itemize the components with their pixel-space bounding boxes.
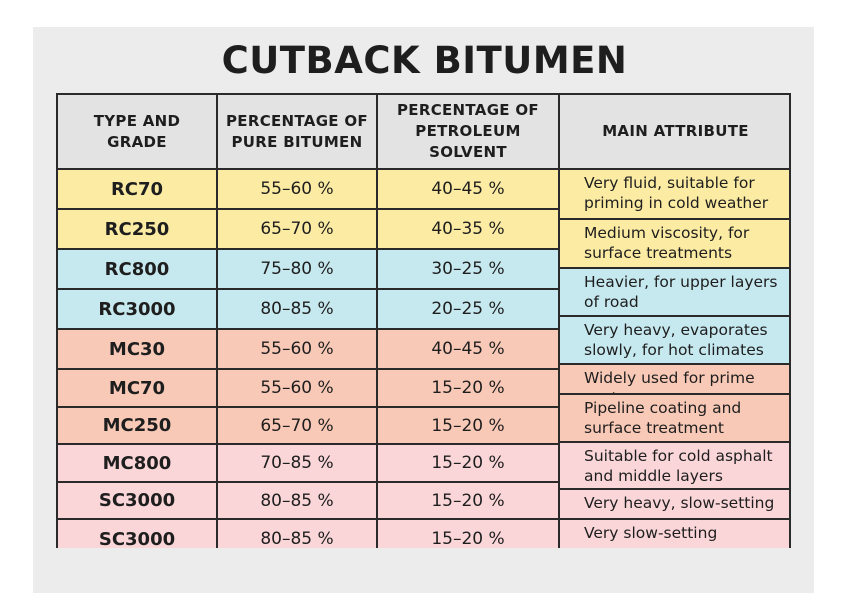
cell-pure-bitumen: 65–70 % — [260, 219, 334, 239]
cell-grade: SC3000 — [98, 528, 176, 549]
cell-grade: MC70 — [108, 377, 166, 399]
header-pure-bitumen: PERCENTAGE OF PURE BITUMEN — [226, 111, 368, 151]
table-row: MC70 55–60 % 15–20 % — [58, 370, 558, 408]
cell-pure-bitumen: 80–85 % — [260, 490, 334, 511]
header-petroleum-solvent: PERCENTAGE OF PETROLEUM SOLVENT — [397, 101, 539, 161]
table-row: RC3000 80–85 % 20–25 % — [58, 290, 558, 330]
cell-main-attribute: Very heavy, evaporates slowly, for hot c… — [560, 317, 789, 365]
column-divider — [376, 95, 378, 548]
cell-pure-bitumen: 65–70 % — [260, 415, 334, 436]
cell-grade: RC250 — [104, 218, 170, 240]
table-row: MC250 65–70 % 15–20 % — [58, 408, 558, 445]
cell-main-attribute: Heavier, for upper layers of road — [560, 269, 789, 317]
cell-grade: RC70 — [110, 178, 164, 200]
cell-main-attribute: Very heavy, slow-setting — [560, 490, 789, 520]
table-row: MC30 55–60 % 40–45 % — [58, 330, 558, 370]
table-row: RC70 55–60 % 40–45 % — [58, 170, 558, 210]
cell-main-attribute: Widely used for prime coat — [560, 365, 789, 395]
cell-grade: RC800 — [104, 258, 170, 280]
cell-pure-bitumen: 80–85 % — [260, 299, 334, 319]
table-row: RC250 65–70 % 40–35 % — [58, 210, 558, 250]
cell-petroleum-solvent: 40–45 % — [431, 179, 505, 199]
cell-pure-bitumen: 55–60 % — [260, 378, 334, 398]
table-row: SC3000 80–85 % 15–20 % — [58, 483, 558, 520]
table-row: MC800 70–85 % 15–20 % — [58, 445, 558, 483]
cell-main-attribute: Very slow-setting — [560, 520, 789, 548]
cell-grade: MC250 — [102, 415, 172, 436]
cell-main-attribute: Suitable for cold asphalt and middle lay… — [560, 443, 789, 490]
table-row: SC3000 80–85 % 15–20 % — [58, 520, 558, 548]
cell-pure-bitumen: 55–60 % — [260, 339, 334, 359]
table-header: TYPE AND GRADE PERCENTAGE OF PURE BITUME… — [58, 95, 789, 170]
cell-main-attribute: Medium viscosity, for surface treatments — [560, 220, 789, 269]
cell-pure-bitumen: 75–80 % — [260, 259, 334, 279]
cell-petroleum-solvent: 20–25 % — [431, 299, 505, 319]
cell-petroleum-solvent: 15–20 % — [431, 378, 505, 398]
header-type-and-grade: TYPE AND GRADE — [93, 111, 181, 151]
cell-grade: MC30 — [108, 338, 166, 360]
column-divider — [216, 95, 218, 548]
cell-petroleum-solvent: 30–25 % — [431, 259, 505, 279]
cell-petroleum-solvent: 15–20 % — [431, 529, 505, 548]
cell-petroleum-solvent: 15–20 % — [431, 415, 505, 436]
cell-grade: MC800 — [102, 452, 172, 474]
cell-main-attribute: Very fluid, suitable for priming in cold… — [560, 170, 789, 220]
cell-petroleum-solvent: 15–20 % — [431, 490, 505, 511]
table-row: RC800 75–80 % 30–25 % — [58, 250, 558, 290]
cell-pure-bitumen: 70–85 % — [260, 453, 334, 473]
cell-main-attribute: Pipeline coating and surface treatment — [560, 395, 789, 443]
cell-pure-bitumen: 80–85 % — [260, 529, 334, 548]
bitumen-table: TYPE AND GRADE PERCENTAGE OF PURE BITUME… — [56, 93, 791, 548]
cell-petroleum-solvent: 15–20 % — [431, 453, 505, 473]
cell-petroleum-solvent: 40–45 % — [431, 339, 505, 359]
cell-petroleum-solvent: 40–35 % — [431, 219, 505, 239]
cell-pure-bitumen: 55–60 % — [260, 179, 334, 199]
header-main-attribute: MAIN ATTRIBUTE — [602, 122, 749, 140]
column-divider — [558, 95, 560, 548]
cell-grade: RC3000 — [98, 298, 176, 320]
cell-grade: SC3000 — [98, 490, 176, 511]
page-title: CUTBACK BITUMEN — [221, 39, 628, 82]
